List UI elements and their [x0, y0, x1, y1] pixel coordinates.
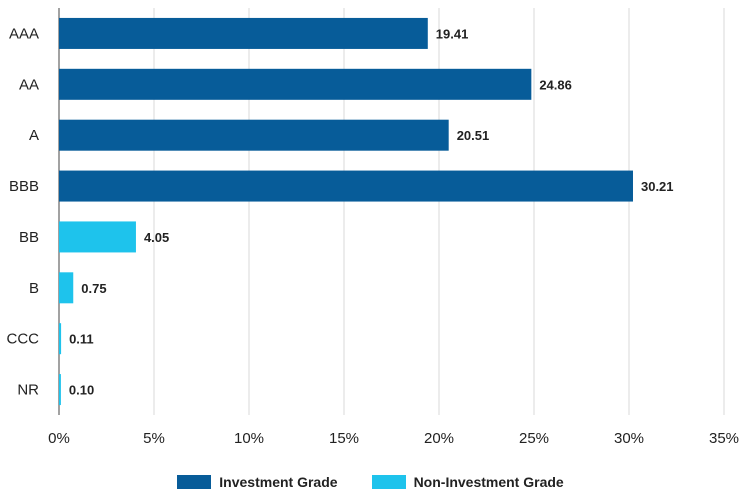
bar-ccc	[59, 323, 62, 355]
value-label: 30.21	[641, 179, 674, 194]
value-label: 20.51	[457, 128, 490, 143]
x-tick-label: 30%	[614, 430, 644, 447]
legend-item-investment: Investment Grade	[177, 474, 338, 490]
category-label: BBB	[9, 178, 39, 195]
category-label: AA	[19, 76, 39, 93]
category-label: B	[29, 280, 39, 297]
x-tick-labels: 0% 5% 10% 15% 20% 25% 30% 35%	[48, 430, 739, 447]
x-tick-label: 10%	[234, 430, 264, 447]
bar-b	[59, 272, 74, 304]
x-tick-label: 5%	[143, 430, 165, 447]
bar-a	[59, 119, 449, 151]
legend-swatch-non-investment	[371, 475, 406, 489]
bar-aaa	[59, 17, 428, 49]
legend-item-non-investment: Non-Investment Grade	[371, 474, 564, 490]
category-label: CCC	[7, 331, 40, 348]
category-label: A	[29, 127, 39, 144]
category-label: NR	[17, 382, 39, 399]
value-label: 0.75	[81, 281, 106, 296]
legend-label-non-investment: Non-Investment Grade	[413, 474, 564, 490]
x-tick-label: 25%	[519, 430, 549, 447]
x-tick-label: 0%	[48, 430, 70, 447]
category-label: BB	[19, 229, 39, 246]
legend-swatch-investment	[177, 475, 212, 489]
bars	[59, 17, 633, 406]
value-label: 24.86	[539, 77, 572, 92]
value-label: 19.41	[436, 26, 469, 41]
x-tick-label: 15%	[329, 430, 359, 447]
legend-label-investment: Investment Grade	[219, 474, 338, 490]
value-label: 4.05	[144, 230, 169, 245]
category-label: AAA	[9, 25, 39, 42]
value-label: 0.10	[69, 383, 94, 398]
value-label: 0.11	[69, 332, 94, 347]
legend: Investment Grade Non-Investment Grade	[0, 472, 741, 492]
bar-bbb	[59, 170, 633, 202]
x-tick-label: 35%	[709, 430, 739, 447]
value-labels: 19.41 24.86 20.51 30.21 4.05 0.75 0.11 0.10	[69, 26, 674, 397]
x-tick-label: 20%	[424, 430, 454, 447]
bar-nr	[59, 374, 61, 406]
bar-bb	[59, 221, 136, 253]
bar-aa	[59, 68, 532, 100]
